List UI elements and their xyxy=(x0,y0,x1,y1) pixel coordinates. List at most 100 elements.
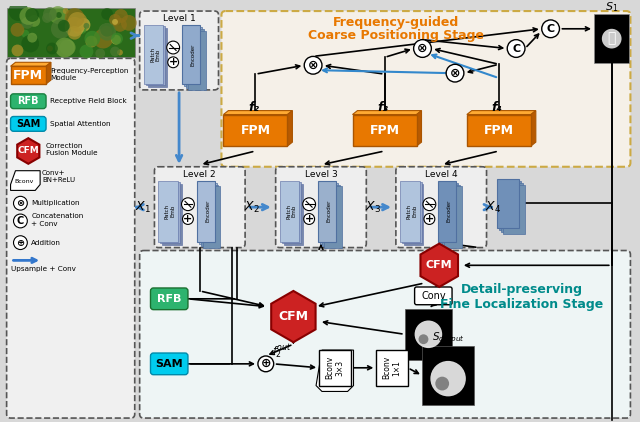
Bar xyxy=(438,181,456,242)
Circle shape xyxy=(415,320,442,348)
Bar xyxy=(404,184,424,245)
Circle shape xyxy=(43,7,57,21)
Circle shape xyxy=(21,35,39,52)
Circle shape xyxy=(121,15,137,31)
Polygon shape xyxy=(11,171,40,190)
Bar xyxy=(158,181,178,242)
Circle shape xyxy=(60,40,76,55)
Polygon shape xyxy=(271,291,316,342)
Bar xyxy=(199,183,216,243)
Circle shape xyxy=(19,7,37,25)
Text: Bconv: Bconv xyxy=(15,179,34,184)
Text: f₃: f₃ xyxy=(377,101,388,114)
Circle shape xyxy=(423,198,436,211)
Text: Level 1: Level 1 xyxy=(163,14,195,24)
Circle shape xyxy=(182,198,195,211)
Text: 🦅: 🦅 xyxy=(607,32,616,46)
Polygon shape xyxy=(316,350,353,392)
Circle shape xyxy=(49,6,67,24)
Text: CFM: CFM xyxy=(426,260,452,271)
Text: Correction: Correction xyxy=(46,143,83,149)
Bar xyxy=(284,184,303,245)
Text: CFM: CFM xyxy=(17,146,39,155)
Text: Patch
Emb: Patch Emb xyxy=(165,203,175,219)
Circle shape xyxy=(258,356,274,372)
Bar xyxy=(499,181,521,230)
Text: $X_1$: $X_1$ xyxy=(134,200,150,215)
Text: Receptive Field Block: Receptive Field Block xyxy=(50,98,127,104)
Circle shape xyxy=(99,23,116,41)
Polygon shape xyxy=(223,111,292,114)
Circle shape xyxy=(114,14,126,26)
Circle shape xyxy=(109,14,121,26)
FancyBboxPatch shape xyxy=(396,167,486,248)
Circle shape xyxy=(110,46,120,57)
Circle shape xyxy=(13,214,28,228)
Bar xyxy=(319,350,351,386)
Bar xyxy=(145,26,165,86)
Text: $f_2^{out}$: $f_2^{out}$ xyxy=(272,343,291,361)
Bar xyxy=(282,182,301,243)
Circle shape xyxy=(12,45,24,57)
Text: $X_3$: $X_3$ xyxy=(365,200,381,215)
Text: C: C xyxy=(547,24,555,34)
Circle shape xyxy=(167,41,180,54)
Circle shape xyxy=(93,29,113,49)
Text: Frequency-guided: Frequency-guided xyxy=(333,16,460,30)
Bar xyxy=(186,29,204,88)
Circle shape xyxy=(65,8,84,28)
Circle shape xyxy=(70,13,77,19)
Circle shape xyxy=(182,214,193,225)
Bar xyxy=(400,181,420,242)
Text: BN+ReLU: BN+ReLU xyxy=(42,176,76,183)
Circle shape xyxy=(63,8,68,14)
Circle shape xyxy=(113,18,127,32)
Bar xyxy=(143,25,163,84)
Text: Frequency-Perception: Frequency-Perception xyxy=(50,68,129,74)
Text: ⊗: ⊗ xyxy=(308,59,318,72)
Bar xyxy=(503,184,525,234)
Circle shape xyxy=(112,19,118,25)
Text: FPM: FPM xyxy=(369,124,399,137)
Bar xyxy=(188,31,205,90)
Text: Patch
Emb: Patch Emb xyxy=(150,47,161,62)
Bar xyxy=(163,184,182,245)
Circle shape xyxy=(26,8,39,22)
Text: $X_2$: $X_2$ xyxy=(244,200,260,215)
Circle shape xyxy=(304,57,322,74)
Text: FPM: FPM xyxy=(484,124,514,137)
Circle shape xyxy=(77,18,90,32)
Polygon shape xyxy=(420,243,458,287)
Text: Fusion Module: Fusion Module xyxy=(46,150,98,156)
Circle shape xyxy=(79,26,86,34)
Bar xyxy=(440,183,458,243)
FancyBboxPatch shape xyxy=(154,167,245,248)
FancyBboxPatch shape xyxy=(276,167,366,248)
Circle shape xyxy=(303,198,316,211)
Bar xyxy=(501,183,523,232)
Text: FPM: FPM xyxy=(241,124,271,137)
Circle shape xyxy=(21,17,33,29)
Circle shape xyxy=(11,23,24,37)
Bar xyxy=(322,184,340,246)
Bar xyxy=(6,8,135,57)
Circle shape xyxy=(111,35,121,45)
Circle shape xyxy=(21,30,29,38)
Text: $S_{output}$: $S_{output}$ xyxy=(432,331,465,346)
Circle shape xyxy=(74,26,81,34)
Bar xyxy=(404,308,452,360)
Circle shape xyxy=(100,26,112,38)
Bar xyxy=(201,184,218,246)
Circle shape xyxy=(419,334,428,344)
Circle shape xyxy=(28,15,40,27)
Polygon shape xyxy=(46,62,51,84)
Text: SAM: SAM xyxy=(156,359,183,369)
Text: Spatial Attention: Spatial Attention xyxy=(50,121,111,127)
FancyBboxPatch shape xyxy=(150,288,188,310)
Bar xyxy=(203,187,220,248)
Text: +: + xyxy=(183,214,193,224)
Circle shape xyxy=(47,46,53,51)
Circle shape xyxy=(111,33,123,45)
Text: Module: Module xyxy=(50,75,76,81)
Circle shape xyxy=(101,8,113,20)
